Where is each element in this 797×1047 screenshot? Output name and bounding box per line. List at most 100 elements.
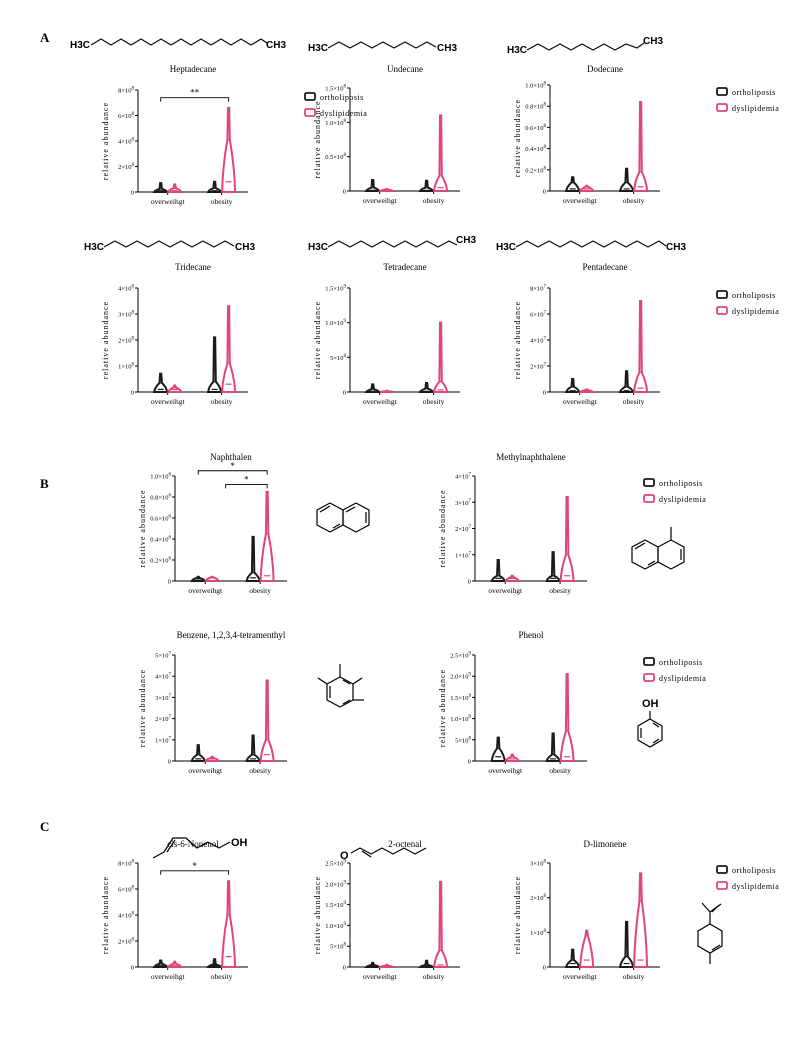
violin-ortholiposis-overweihgt — [364, 383, 381, 393]
y-tick-label: 1×108 — [118, 363, 134, 371]
y-tick-exponent: 8 — [544, 145, 547, 150]
y-tick-label: 6×108 — [118, 112, 134, 120]
y-tick-mantissa: 8×10 — [530, 286, 543, 293]
significance-bracket — [197, 470, 268, 475]
violin-ortholiposis-obesity — [206, 180, 223, 193]
y-tick-label: 5×108 — [455, 736, 471, 744]
y-tick-label: 0 — [343, 189, 346, 196]
x-tick-label: obesity — [211, 197, 233, 206]
y-tick-label: 0 — [168, 579, 171, 586]
chart-title: Tetradecane — [383, 262, 426, 272]
y-tick-mantissa: 8×10 — [118, 88, 131, 95]
pentadecane-chain — [515, 240, 667, 248]
y-tick-label: 1.0×109 — [325, 319, 346, 327]
violin-ortholiposis-obesity — [206, 336, 223, 393]
y-tick-label: 0 — [468, 579, 471, 586]
x-tick-label: overweihgt — [188, 586, 223, 595]
chart-9: Benzene, 1,2,3,4-tetramenthyl01×1072×107… — [138, 630, 287, 775]
y-tick-exponent: 8 — [544, 860, 547, 865]
y-tick-exponent: 6 — [169, 557, 172, 562]
y-tick-label: 4×108 — [118, 138, 134, 146]
y-tick-mantissa: 6×10 — [530, 312, 543, 319]
x-tick-label: obesity — [249, 766, 271, 775]
violin-ortholiposis-obesity — [418, 959, 435, 968]
y-tick-mantissa: 0.2×10 — [525, 167, 543, 174]
legend-label-ortholiposis: ortholiposis — [732, 866, 776, 875]
y-tick-mantissa: 2.5×10 — [325, 861, 343, 868]
y-tick-label: 2×108 — [530, 894, 546, 902]
y-tick-label: 5×108 — [330, 943, 346, 951]
y-tick-label: 0.6×106 — [150, 515, 171, 523]
y-tick-mantissa: 6×10 — [118, 887, 131, 894]
y-tick-label: 6×107 — [530, 311, 546, 319]
y-tick-label: 0 — [343, 965, 346, 972]
y-tick-label: 2.5×109 — [450, 652, 471, 660]
violin-dyslipidemia-overweihgt — [166, 384, 183, 393]
y-tick-label: 1.0×109 — [450, 715, 471, 723]
y-tick-exponent: 8 — [132, 912, 135, 917]
legend-label-dyslipidemia: dyslipidemia — [659, 674, 706, 683]
y-tick-label: 8×108 — [118, 860, 134, 868]
legend-swatch-ortholiposis — [643, 478, 655, 487]
legend-swatch-dyslipidemia — [643, 673, 655, 682]
x-tick-label: obesity — [549, 766, 571, 775]
chart-title: Dodecane — [587, 64, 623, 74]
limonene-molecule — [697, 902, 723, 964]
section-label-c: C — [40, 819, 49, 834]
y-tick-exponent: 6 — [169, 515, 172, 520]
x-tick-label: obesity — [211, 397, 233, 406]
y-tick-mantissa: 2×10 — [455, 526, 468, 533]
y-axis-label: relative abundance — [313, 100, 322, 178]
y-tick-label: 2×108 — [118, 337, 134, 345]
dodecane-chain — [526, 42, 645, 51]
y-tick-exponent: 8 — [132, 363, 135, 368]
y-tick-exponent: 9 — [344, 901, 347, 906]
violin-dyslipidemia-overweihgt — [578, 184, 595, 192]
y-tick-mantissa: 4×10 — [118, 286, 131, 293]
legend-swatch-dyslipidemia — [304, 108, 316, 117]
chart-6: Pentadecane02×1074×1076×1078×107relative… — [513, 262, 779, 406]
violin-dyslipidemia-obesity — [433, 114, 449, 192]
x-tick-label: overweihgt — [363, 196, 398, 205]
legend-swatch-ortholiposis — [304, 92, 316, 101]
y-tick-mantissa: 1×10 — [155, 737, 168, 744]
y-tick-mantissa: 1.5×10 — [325, 902, 343, 909]
violin-ortholiposis-overweihgt — [190, 744, 206, 762]
significance-stars: * — [192, 861, 197, 871]
y-tick-exponent: 8 — [132, 860, 135, 865]
y-tick-exponent: 9 — [469, 652, 472, 657]
y-tick-mantissa: 2.5×10 — [450, 653, 468, 660]
legend-swatch-ortholiposis — [716, 87, 728, 96]
significance-stars: * — [230, 461, 235, 471]
y-tick-mantissa: 4×10 — [118, 913, 131, 920]
y-tick-exponent: 7 — [169, 736, 172, 741]
x-tick-label: obesity — [423, 972, 445, 981]
y-tick-label: 4×107 — [530, 337, 546, 345]
y-tick-label: 8×108 — [118, 87, 134, 95]
y-tick-exponent: 8 — [132, 311, 135, 316]
y-tick-label: 1.0×108 — [525, 82, 546, 90]
y-tick-mantissa: 4×10 — [530, 338, 543, 345]
y-tick-mantissa: 2.0×10 — [325, 881, 343, 888]
y-tick-label: 4×108 — [118, 285, 134, 293]
y-axis-label: relative abundance — [438, 489, 447, 567]
y-tick-mantissa: 5×10 — [455, 737, 468, 744]
violin-dyslipidemia-obesity — [633, 100, 649, 192]
y-tick-exponent: 9 — [344, 319, 347, 324]
violin-ortholiposis-overweihgt — [564, 948, 581, 968]
y-tick-exponent: 8 — [132, 138, 135, 143]
y-tick-exponent: 8 — [344, 943, 347, 948]
y-tick-mantissa: 0.8×10 — [150, 495, 168, 502]
chart-title: Pentadecane — [583, 262, 628, 272]
violin-ortholiposis-obesity — [206, 958, 223, 968]
y-tick-exponent: 8 — [132, 938, 135, 943]
legend-swatch-dyslipidemia — [716, 881, 728, 890]
y-tick-mantissa: 2×10 — [530, 895, 543, 902]
violin-dyslipidemia-obesity — [221, 880, 237, 968]
y-tick-mantissa: 0.2×10 — [150, 558, 168, 565]
y-axis-label: relative abundance — [513, 876, 522, 954]
y-tick-mantissa: 1.0×10 — [525, 83, 543, 90]
heptadecane-right-group: CH3 — [266, 40, 286, 51]
